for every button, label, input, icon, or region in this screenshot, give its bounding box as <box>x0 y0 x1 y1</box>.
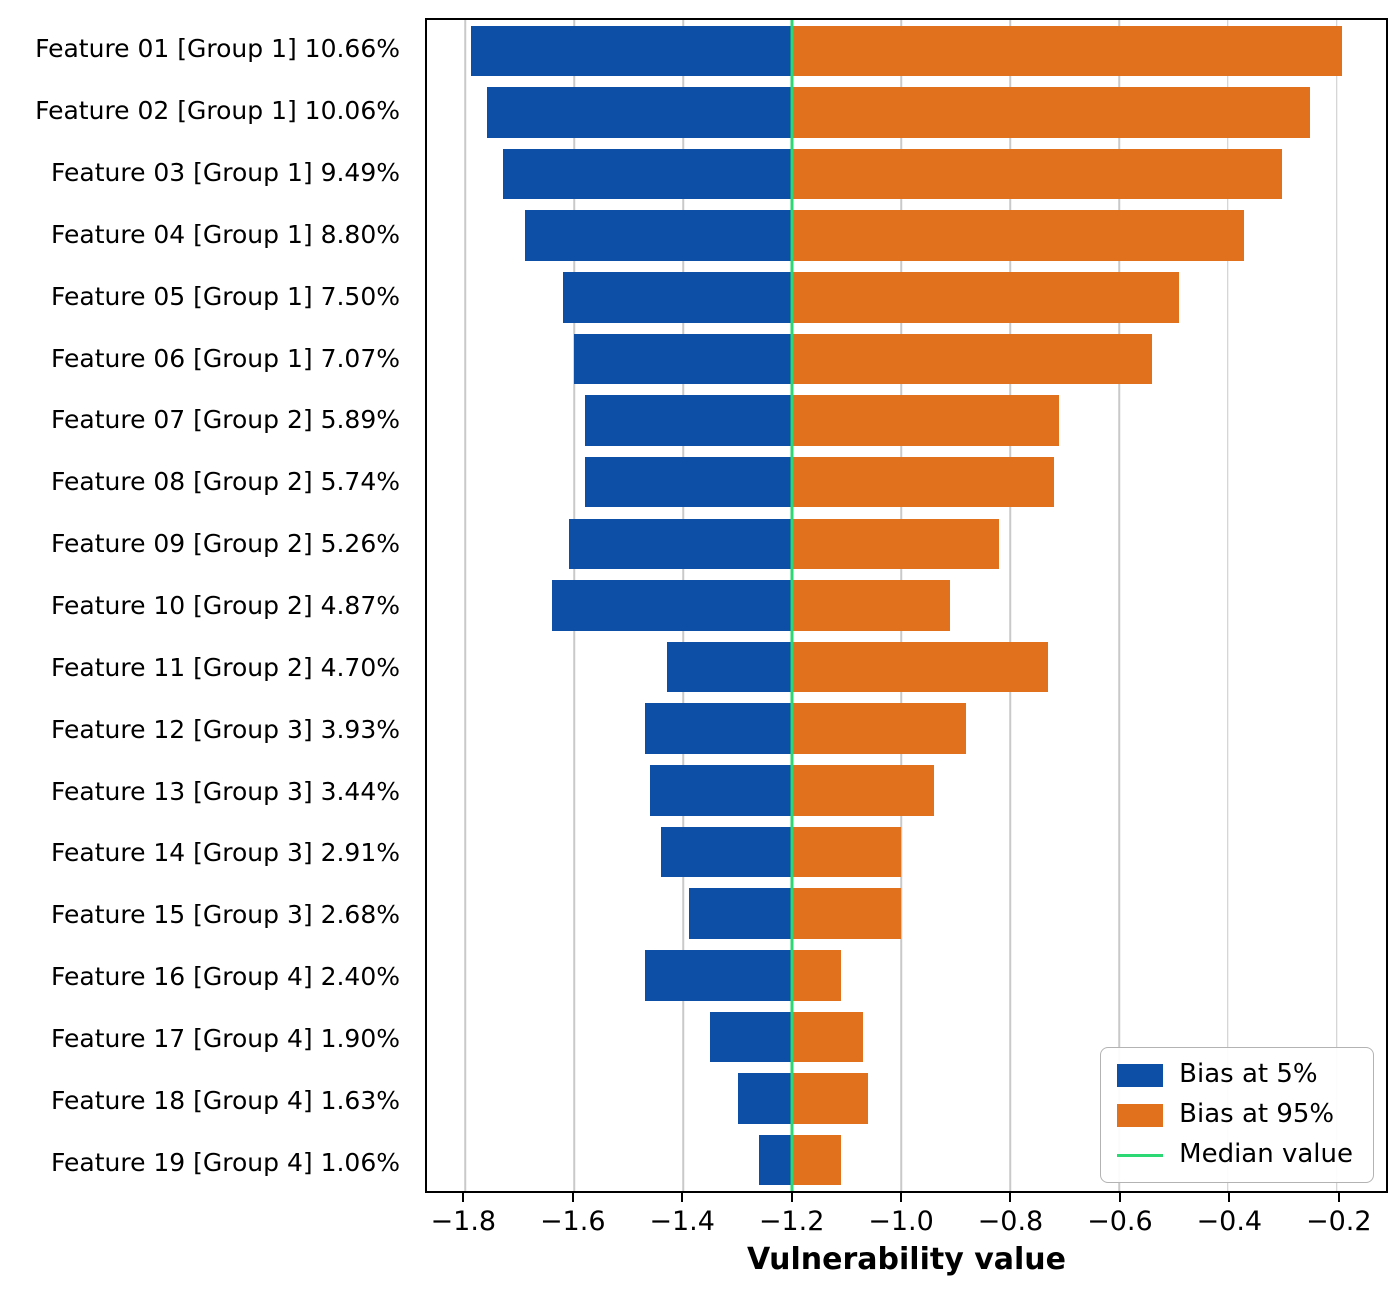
bias95-bar <box>792 333 1152 385</box>
bias95-bar <box>792 87 1310 138</box>
median-line <box>790 20 794 1191</box>
bias95-bar <box>792 580 951 631</box>
bias5-swatch-icon <box>1117 1063 1164 1087</box>
x-tick-label: −1.8 <box>430 1206 497 1237</box>
y-axis-label: Feature 15 [Group 3] 2.68% <box>50 900 400 930</box>
x-tick-mark <box>1228 1193 1231 1202</box>
bias95-bar <box>792 1134 842 1186</box>
x-tick-mark <box>1118 1193 1121 1202</box>
y-axis-label: Feature 19 [Group 4] 1.06% <box>50 1147 400 1177</box>
y-axis-labels: Feature 01 [Group 1] 10.66% Feature 02 [G… <box>0 18 412 1193</box>
x-tick-mark <box>571 1193 574 1202</box>
bias5-bar <box>585 456 793 508</box>
bias5-bar <box>688 888 793 939</box>
gridline <box>464 20 466 1191</box>
legend-item-bias95: Bias at 95% <box>1117 1099 1353 1130</box>
y-axis-label: Feature 12 [Group 3] 3.93% <box>50 714 400 744</box>
gridline <box>1227 20 1229 1191</box>
bias5-bar <box>525 210 793 261</box>
bias5-bar <box>585 395 793 446</box>
bias5-bar <box>470 25 793 77</box>
x-tick-label: −1.6 <box>539 1206 606 1237</box>
bias95-bar <box>792 1073 869 1124</box>
x-tick-label: −0.6 <box>1087 1206 1153 1237</box>
y-axis-label: Feature 16 [Group 4] 2.40% <box>50 962 400 992</box>
bias5-bar <box>710 1011 793 1063</box>
y-axis-label: Feature 07 [Group 2] 5.89% <box>50 405 400 435</box>
bias5-bar <box>563 272 793 323</box>
bias5-bar <box>661 826 793 878</box>
bias95-bar <box>792 518 1000 570</box>
y-axis-label: Feature 11 [Group 2] 4.70% <box>50 652 400 682</box>
gridline <box>1009 20 1011 1191</box>
y-axis-label: Feature 02 [Group 1] 10.06% <box>35 96 400 126</box>
y-axis-label: Feature 13 [Group 3] 3.44% <box>50 776 400 806</box>
y-axis-label: Feature 14 [Group 3] 2.91% <box>50 838 400 868</box>
median-line-swatch-icon <box>1117 1153 1164 1157</box>
x-tick-mark <box>1337 1193 1340 1202</box>
x-tick-mark <box>790 1193 793 1202</box>
bias95-bar <box>792 210 1245 261</box>
bias95-bar <box>792 765 934 816</box>
x-tick-label: −1.2 <box>758 1206 825 1237</box>
x-tick-labels: −1.8 −1.6 −1.4 −1.2 −1.0 −0.8 −0.6 −0.4 −0.2 <box>425 1206 1388 1238</box>
y-axis-label: Feature 01 [Group 1] 10.66% <box>35 34 400 64</box>
bias95-bar <box>792 1011 863 1063</box>
x-tick-label: −1.4 <box>649 1206 715 1237</box>
plot-area: Bias at 5% Bias at 95% Median value <box>425 18 1388 1193</box>
legend-label-bias95: Bias at 95% <box>1179 1099 1335 1130</box>
y-axis-label: Feature 08 [Group 2] 5.74% <box>50 467 400 497</box>
bias5-bar <box>644 703 793 755</box>
bias95-bar <box>792 641 1049 693</box>
legend-item-bias5: Bias at 5% <box>1117 1059 1353 1090</box>
gridline <box>1336 20 1338 1191</box>
bias95-bar <box>792 888 902 939</box>
x-tick-mark <box>462 1193 465 1202</box>
x-tick-mark <box>681 1193 684 1202</box>
bias5-bar <box>666 641 793 693</box>
bias95-bar <box>792 395 1060 446</box>
y-axis-label: Feature 03 [Group 1] 9.49% <box>50 158 400 188</box>
legend-label-bias5: Bias at 5% <box>1179 1059 1318 1090</box>
y-axis-label: Feature 06 [Group 1] 7.07% <box>50 343 400 373</box>
x-tick-marks <box>425 1193 1388 1202</box>
bias5-bar <box>650 765 793 816</box>
bias5-bar <box>644 950 793 1001</box>
y-axis-label: Feature 17 [Group 4] 1.90% <box>50 1023 400 1053</box>
bias95-bar <box>792 703 967 755</box>
bias95-swatch-icon <box>1117 1103 1164 1127</box>
y-axis-label: Feature 09 [Group 2] 5.26% <box>50 529 400 559</box>
x-tick-label: −0.2 <box>1305 1206 1372 1237</box>
bias95-bar <box>792 272 1179 323</box>
legend: Bias at 5% Bias at 95% Median value <box>1100 1047 1374 1183</box>
x-tick-mark <box>900 1193 903 1202</box>
y-axis-label: Feature 04 [Group 1] 8.80% <box>50 219 400 249</box>
bias95-bar <box>792 456 1054 508</box>
bias5-bar <box>759 1134 793 1186</box>
gridline <box>1118 20 1120 1191</box>
bias5-bar <box>574 333 793 385</box>
legend-label-median: Median value <box>1179 1139 1353 1170</box>
x-tick-label: −0.8 <box>977 1206 1044 1237</box>
bias95-bar <box>792 25 1343 77</box>
x-tick-label: −0.4 <box>1196 1206 1263 1237</box>
bars <box>427 20 1386 1191</box>
x-tick-label: −1.0 <box>868 1206 934 1237</box>
bias5-bar <box>503 148 793 200</box>
bias5-bar <box>552 580 793 631</box>
y-axis-label: Feature 10 [Group 2] 4.87% <box>50 590 400 620</box>
bias95-bar <box>792 148 1283 200</box>
bias5-bar <box>737 1073 793 1124</box>
x-tick-mark <box>1009 1193 1012 1202</box>
y-axis-label: Feature 18 [Group 4] 1.63% <box>50 1085 400 1115</box>
legend-item-median: Median value <box>1117 1139 1353 1170</box>
bias95-bar <box>792 826 902 878</box>
bias95-bar <box>792 950 842 1001</box>
x-axis-title: Vulnerability value <box>747 1242 1066 1277</box>
bias5-bar <box>568 518 793 570</box>
y-axis-label: Feature 05 [Group 1] 7.50% <box>50 281 400 311</box>
bias5-bar <box>486 87 793 138</box>
